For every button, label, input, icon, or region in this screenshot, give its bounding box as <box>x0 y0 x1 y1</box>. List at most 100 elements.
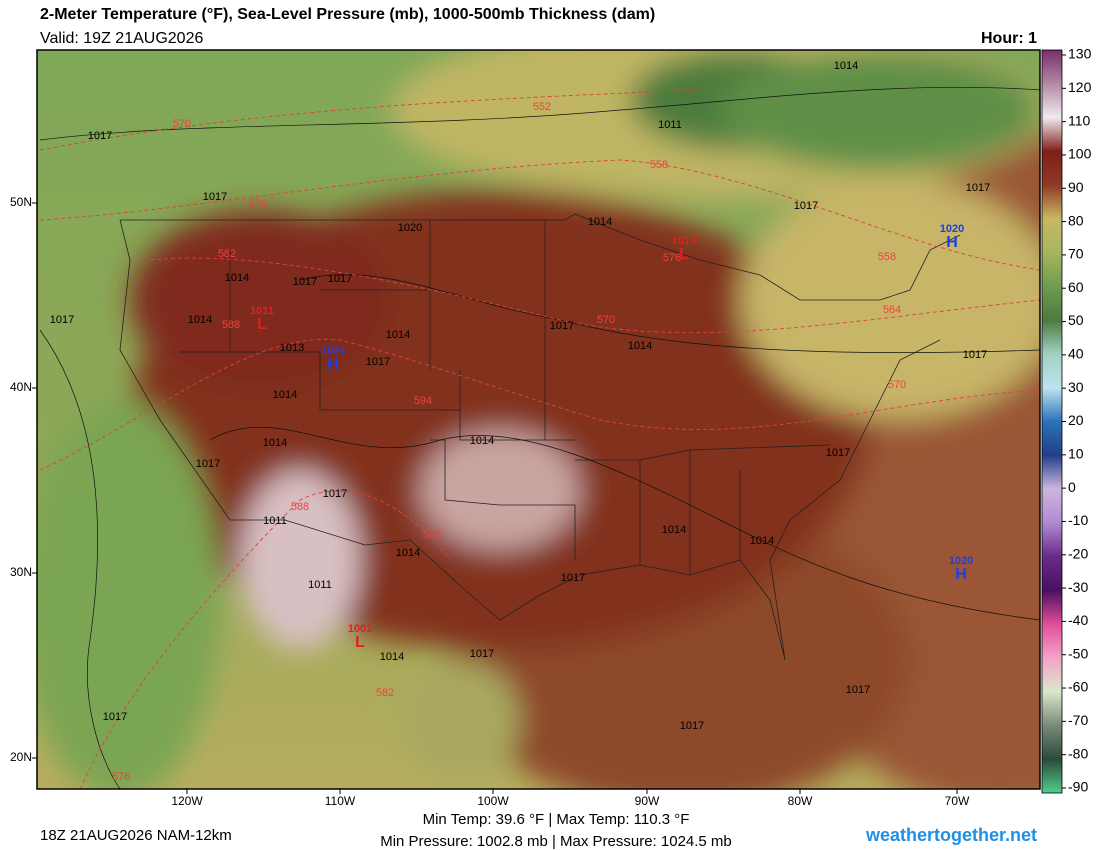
colorbar-label: -20 <box>1068 545 1088 561</box>
pressure-center-symbol: H <box>946 234 958 251</box>
thickness-label: 576 <box>663 252 681 264</box>
colorbar-label: 120 <box>1068 79 1092 95</box>
isobar-label: 1014 <box>225 272 249 284</box>
isobar-label: 1017 <box>794 200 818 212</box>
isobar-label: 1014 <box>750 535 774 547</box>
colorbar-label: -30 <box>1068 579 1088 595</box>
isobar-label: 1014 <box>834 60 858 72</box>
isobar-label: 1013 <box>280 342 304 354</box>
thickness-label: 552 <box>533 101 551 113</box>
isobar-label: 1017 <box>323 488 347 500</box>
isobar-label: 1017 <box>293 276 317 288</box>
isobar-label: 1014 <box>188 314 212 326</box>
colorbar-label: 100 <box>1068 146 1092 162</box>
isobar-label: 1017 <box>470 648 494 660</box>
colorbar: 1301201101009080706050403020100-10-20-30… <box>1041 46 1092 795</box>
temperature-field <box>37 50 1040 789</box>
pressure-center-symbol: L <box>355 634 365 651</box>
colorbar-label: 40 <box>1068 346 1084 362</box>
map <box>37 50 1040 789</box>
pressure-center-symbol: L <box>257 316 267 333</box>
isobar-label: 1017 <box>963 349 987 361</box>
isobar-label: 1017 <box>103 711 127 723</box>
latitude-label: 50N <box>10 195 32 209</box>
longitude-label: 110W <box>325 794 356 808</box>
isobar-label: 1014 <box>386 329 410 341</box>
colorbar-label: -70 <box>1068 712 1088 728</box>
isobar-label: 1017 <box>328 273 352 285</box>
colorbar-label: -40 <box>1068 612 1088 628</box>
longitude-label: 70W <box>945 794 970 808</box>
thickness-label: 594 <box>414 395 432 407</box>
run-info: 18Z 21AUG2026 NAM-12km <box>40 827 232 844</box>
isobar-label: 1014 <box>396 547 420 559</box>
pressure-center-value: 1001 <box>348 623 372 635</box>
colorbar-label: -60 <box>1068 679 1088 695</box>
pressure-center-value: 1020 <box>940 223 964 235</box>
isobar-label: 1014 <box>588 216 612 228</box>
title: 2-Meter Temperature (°F), Sea-Level Pres… <box>40 6 655 23</box>
thickness-lines <box>39 89 1040 789</box>
forecast-hour: Hour: 1 <box>981 30 1037 47</box>
thickness-label: 564 <box>883 304 901 316</box>
isobar-label: 1020 <box>398 222 422 234</box>
isobar-label: 1014 <box>380 651 404 663</box>
isobar-label: 1017 <box>550 320 574 332</box>
isobar-label: 1017 <box>88 130 112 142</box>
pressure-center-symbol: H <box>955 566 967 583</box>
colorbar-label: 60 <box>1068 279 1084 295</box>
thickness-label: 576 <box>249 198 267 210</box>
colorbar-label: -90 <box>1068 779 1088 795</box>
thickness-label: 570 <box>597 314 615 326</box>
pressure-center-value: 1014 <box>672 235 697 247</box>
isobar-label: 1011 <box>308 579 332 591</box>
isobar-label: 1014 <box>263 437 287 449</box>
colorbar-label: 10 <box>1068 446 1084 462</box>
thickness-label: 558 <box>878 251 896 263</box>
thickness-label: 570 <box>173 118 191 130</box>
colorbar-label: 130 <box>1068 46 1092 62</box>
isobar-label: 1017 <box>203 191 227 203</box>
latitude-label: 30N <box>10 565 32 579</box>
pressure-center-value: 1024 <box>321 345 346 357</box>
colorbar-label: 110 <box>1068 112 1091 128</box>
thickness-label: 558 <box>650 159 668 171</box>
isobar-label: 1017 <box>50 314 74 326</box>
thickness-label: 570 <box>888 379 906 391</box>
thickness-label: 582 <box>376 687 394 699</box>
isobar-label: 1011 <box>263 515 287 527</box>
isobar-label: 1017 <box>366 356 390 368</box>
colorbar-label: 30 <box>1068 379 1084 395</box>
isobar-label: 1017 <box>680 720 704 732</box>
latitude-label: 40N <box>10 380 32 394</box>
colorbar-label: 20 <box>1068 412 1084 428</box>
thickness-label: 582 <box>218 248 236 260</box>
isobar-label: 1017 <box>846 684 870 696</box>
pressure-center-value: 1020 <box>949 555 973 567</box>
colorbar-label: 0 <box>1068 479 1076 495</box>
colorbar-label: -80 <box>1068 745 1088 761</box>
colorbar-label: 80 <box>1068 212 1084 228</box>
longitude-label: 120W <box>171 794 203 808</box>
thickness-label: 576 <box>112 771 130 783</box>
temp-range: Min Temp: 39.6 °F | Max Temp: 110.3 °F <box>423 811 690 828</box>
longitude-label: 90W <box>635 794 660 808</box>
colorbar-label: -50 <box>1068 645 1088 661</box>
pressure-center-value: 1011 <box>250 305 274 317</box>
isobar-label: 1017 <box>826 447 850 459</box>
colorbar-scale <box>1041 49 1063 794</box>
isobar-label: 1014 <box>628 340 652 352</box>
colorbar-label: 90 <box>1068 179 1084 195</box>
colorbar-label: -10 <box>1068 512 1088 528</box>
thickness-label: 588 <box>222 319 240 331</box>
pressure-center-symbol: H <box>327 356 339 373</box>
pressure-range: Min Pressure: 1002.8 mb | Max Pressure: … <box>380 833 732 850</box>
pressure-center-symbol: L <box>679 246 689 263</box>
site-name[interactable]: weathertogether.net <box>865 825 1037 845</box>
isobar-label: 1017 <box>561 572 585 584</box>
latitude-label: 20N <box>10 750 32 764</box>
longitude-label: 80W <box>788 794 813 808</box>
longitude-label: 100W <box>477 794 509 808</box>
isobar-label: 1014 <box>470 435 494 447</box>
